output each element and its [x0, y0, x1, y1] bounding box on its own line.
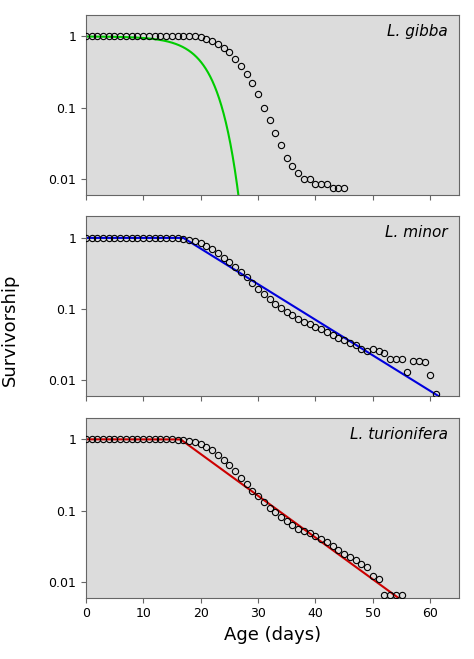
X-axis label: Age (days): Age (days) [224, 626, 321, 644]
Text: L. minor: L. minor [385, 225, 448, 241]
Text: Survivorship: Survivorship [0, 273, 18, 386]
Text: L. gibba: L. gibba [387, 24, 448, 39]
Text: L. turionifera: L. turionifera [350, 427, 448, 442]
